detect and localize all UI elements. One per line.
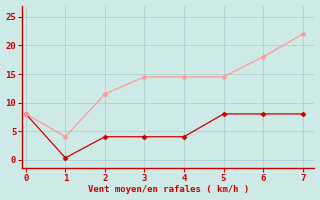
- X-axis label: Vent moyen/en rafales ( km/h ): Vent moyen/en rafales ( km/h ): [88, 185, 249, 194]
